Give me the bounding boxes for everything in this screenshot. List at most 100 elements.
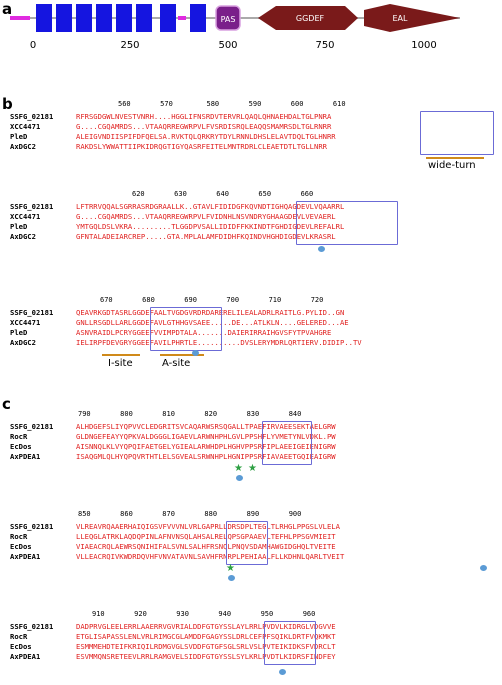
seq-name: EcDos — [10, 442, 32, 451]
eal-label: EAL — [393, 14, 409, 23]
marker-dot — [192, 350, 199, 356]
position-ruler: 560 570 580 590 600 610 — [118, 100, 346, 108]
conserved-frame — [150, 307, 222, 351]
seq-row: RAKDSLYWWATTIIPKIDRQGTIGYQASRFEITELMNTRD… — [76, 142, 327, 151]
seq-name: AxDGC2 — [10, 338, 36, 347]
seq-name: XCC4471 — [10, 318, 41, 327]
i-site-bar — [102, 354, 140, 356]
axis-tick-label: 250 — [120, 40, 139, 51]
tm-helix — [136, 4, 152, 32]
ggdef-domain — [258, 6, 358, 30]
small-segment-left — [10, 16, 30, 20]
tm-helix — [190, 4, 206, 32]
tm-helix — [36, 4, 52, 32]
pas-label: PAS — [221, 15, 236, 24]
i-site-label: I-site — [108, 358, 133, 369]
seq-name: XCC4471 — [10, 122, 41, 131]
seq-row: IELIRPFDEVGRYGGEEFAVILPHRTLE..........DV… — [76, 338, 362, 347]
seq-row: VLLEACRQIVKWDRDQVHFVNVATAVNLSAVHFRNRPLPE… — [76, 552, 345, 561]
seq-row: G....CGQAMRDS...VTAAQRREGWRPVLFVSRDISRQL… — [76, 122, 332, 131]
seq-name: AxDGC2 — [10, 232, 36, 241]
seq-row: LLEQGLATRKLAQDQPINLAFNVNSQLAHSALRELQPSGP… — [76, 532, 336, 541]
conserved-frame — [262, 421, 312, 465]
position-ruler: 850 860 870 880 890 900 — [78, 510, 302, 518]
seq-name: EcDos — [10, 642, 32, 651]
domain-architecture: PAS GGDEF EAL 0 250 500 750 1000 — [10, 4, 460, 51]
seq-name: SSFG_02181 — [10, 622, 54, 631]
seq-row: VIAEACRQLAEWRSQNIHIFALSVNLSALHFRSNQLPNQV… — [76, 542, 336, 551]
seq-row: ESMMMEHDTEIFKRIQILRDMGVGLSVDDFGTGFSGLSRL… — [76, 642, 336, 651]
panel-label-b: b — [2, 95, 13, 113]
seq-row: G....CGQAMRDS...VTAAQRREGWRPVLFVIDNHLNSV… — [76, 212, 336, 221]
seq-name: SSFG_02181 — [10, 522, 54, 531]
seq-row: ESVMMQNSRETEEVLRRLRAMGVELSIDDFGTGYSSLSYL… — [76, 652, 336, 661]
seq-row: GLDNGEFEAYYQPKVALDGGGLIGAEVLARWNHPHLGVLP… — [76, 432, 336, 441]
seq-name: AxDGC2 — [10, 142, 36, 151]
position-ruler: 910 920 930 940 950 960 — [92, 610, 316, 618]
tm-helix — [96, 4, 112, 32]
eal-domain — [364, 4, 460, 32]
seq-name: PleD — [10, 328, 28, 337]
tm-helix — [56, 4, 72, 32]
seq-name: PleD — [10, 222, 28, 231]
star-marker: ★ — [248, 463, 257, 474]
seq-name: RocR — [10, 532, 28, 541]
seq-row: RFRSGDGWLNVESTVNRH....HGGLIFNSRDVTERVRLQ… — [76, 112, 332, 121]
panel-label-c: c — [2, 395, 11, 413]
axis-tick-label: 0 — [30, 40, 36, 51]
axis-tick-label: 1000 — [411, 40, 436, 51]
seq-name: RocR — [10, 632, 28, 641]
seq-row: GFNTALADEIARCREP.....GTA.MPLALAMFDIDHFKQ… — [76, 232, 336, 241]
seq-row: DADPRVGLEELERRLAAERRVGVRIALDDFGTGYSSLAYL… — [76, 622, 336, 631]
a-site-label: A-site — [162, 358, 191, 369]
position-ruler: 620 630 640 650 660 — [132, 190, 314, 198]
seq-row: QEAVRKGDTASRLGGDEFAALTVGDGVRDRDARERELILE… — [76, 308, 345, 317]
seq-row: VLREAVRQAAERHAIQIGSVFVVVNLVRLGAPRLLDRSDP… — [76, 522, 340, 531]
marker-dot — [480, 565, 487, 571]
seq-name: AxPDEA1 — [10, 652, 41, 661]
tm-helix — [160, 4, 176, 32]
small-segment-right — [178, 16, 186, 20]
seq-name: AxPDEA1 — [10, 452, 41, 461]
seq-name: RocR — [10, 432, 28, 441]
seq-name: EcDos — [10, 542, 32, 551]
wide-turn-bar — [426, 157, 484, 159]
tm-helix — [116, 4, 132, 32]
seq-name: SSFG_02181 — [10, 308, 54, 317]
axis-tick-label: 500 — [218, 40, 237, 51]
seq-name: AxPDEA1 — [10, 552, 41, 561]
marker-dot — [279, 669, 286, 675]
position-ruler: 790 800 810 820 830 840 — [78, 410, 302, 418]
conserved-frame — [226, 521, 268, 565]
ggdef-label: GGDEF — [296, 14, 325, 23]
seq-name: SSFG_02181 — [10, 202, 54, 211]
conserved-frame — [296, 201, 398, 245]
axis-tick-label: 750 — [315, 40, 334, 51]
seq-row: ETGLISAPASSLENLVRLRIMGCGLAMDDFGAGYSSLDRL… — [76, 632, 336, 641]
a-site-bar — [160, 354, 204, 356]
star-marker: ★ — [226, 563, 235, 574]
seq-row: ALEIGVNDIISPIFDFQELSA.RVKTQLQRKRYTDYLRNN… — [76, 132, 336, 141]
panel-label-a: a — [2, 0, 13, 18]
seq-row: ISAQGMLQLHYQPQVRTHTLELSGVEALSRWNHPLHGNIP… — [76, 452, 336, 461]
pas-domain — [215, 5, 241, 31]
position-ruler: 670 680 690 700 710 720 — [100, 296, 324, 304]
seq-row: ALHDGEFSLIYQPVVCLEDGRITSVCAQARWSRSQGALLT… — [76, 422, 336, 431]
seq-row: LFTRRVQQALSGRRASRDGRAALLK..GTAVLFIDIDGFK… — [76, 202, 345, 211]
marker-dot — [236, 475, 243, 481]
seq-name: XCC4471 — [10, 212, 41, 221]
conserved-frame — [264, 621, 316, 665]
seq-row: YMTGQLDSLVKRA.........TLGGDPVSALLIDIDFFK… — [76, 222, 345, 231]
seq-name: SSFG_02181 — [10, 422, 54, 431]
seq-row: AISNNQLKLVYQPQIFAETGELYGIEALARWHDPLHGHVP… — [76, 442, 336, 451]
conserved-frame — [420, 111, 494, 155]
seq-name: PleD — [10, 132, 28, 141]
seq-row: GNLLRSGDLLARLGGDEFAVLGTHHGVSAEE.....DE..… — [76, 318, 349, 327]
star-marker: ★ — [234, 463, 243, 474]
seq-name: SSFG_02181 — [10, 112, 54, 121]
seq-row: ASNVRAIDLPCRYGGEEFVVIMPDTALA.......DAIER… — [76, 328, 332, 337]
marker-dot — [318, 246, 325, 252]
tm-helix — [76, 4, 92, 32]
tm-helices — [36, 4, 206, 32]
wide-turn-label: wide-turn — [428, 160, 476, 171]
